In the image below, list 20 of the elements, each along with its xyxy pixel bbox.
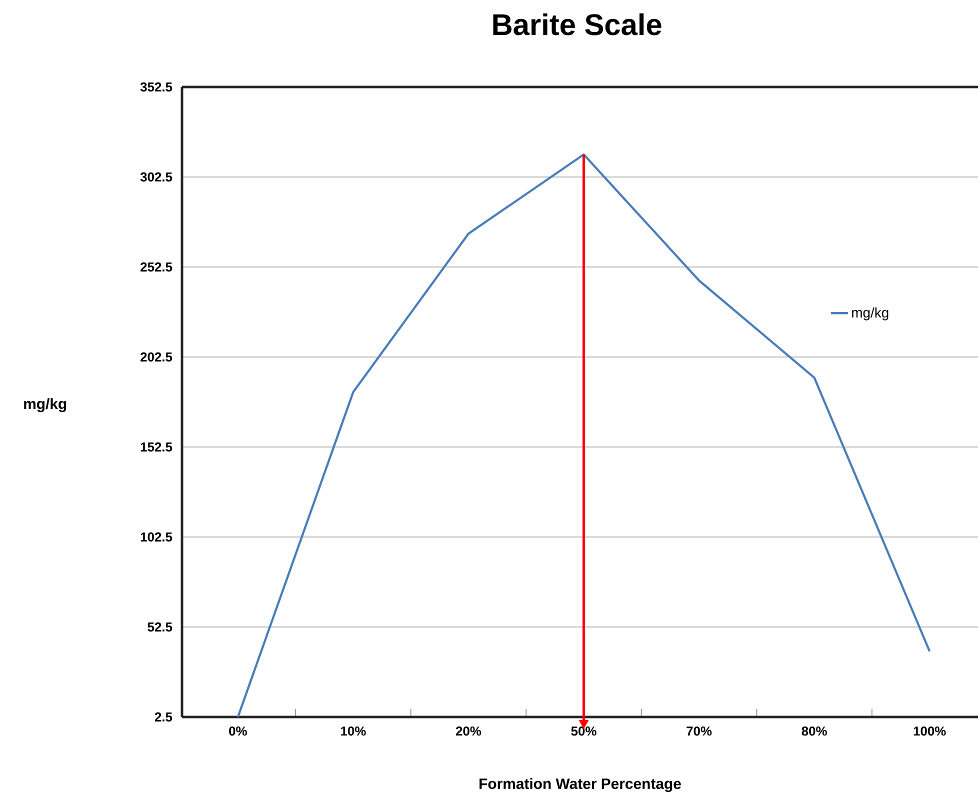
y-tick-label: 302.5 xyxy=(140,172,172,182)
y-axis-title: mg/kg xyxy=(24,398,66,412)
x-tick-label: 70% xyxy=(686,726,712,736)
y-tick-label: 52.5 xyxy=(148,622,172,632)
y-tick-label: 352.5 xyxy=(140,82,172,92)
y-tick-label: 252.5 xyxy=(140,262,172,272)
x-tick-label: 0% xyxy=(229,726,247,736)
y-tick-label: 202.5 xyxy=(140,352,172,362)
x-tick-label: 80% xyxy=(802,726,827,736)
legend-label: mg/kg xyxy=(852,307,888,320)
chart-title: Barite Scale xyxy=(493,13,662,36)
y-tick-label: 152.5 xyxy=(140,442,172,452)
x-tick-label: 100% xyxy=(914,726,946,736)
x-tick-label: 20% xyxy=(456,726,482,736)
line-series xyxy=(236,153,931,718)
x-tick-label: 50% xyxy=(571,726,596,736)
y-tick-label: 102.5 xyxy=(140,532,172,542)
x-tick-label: 10% xyxy=(341,726,366,736)
x-axis-title: Formation Water Percentage xyxy=(480,778,681,792)
y-tick-label: 2.5 xyxy=(154,712,172,722)
